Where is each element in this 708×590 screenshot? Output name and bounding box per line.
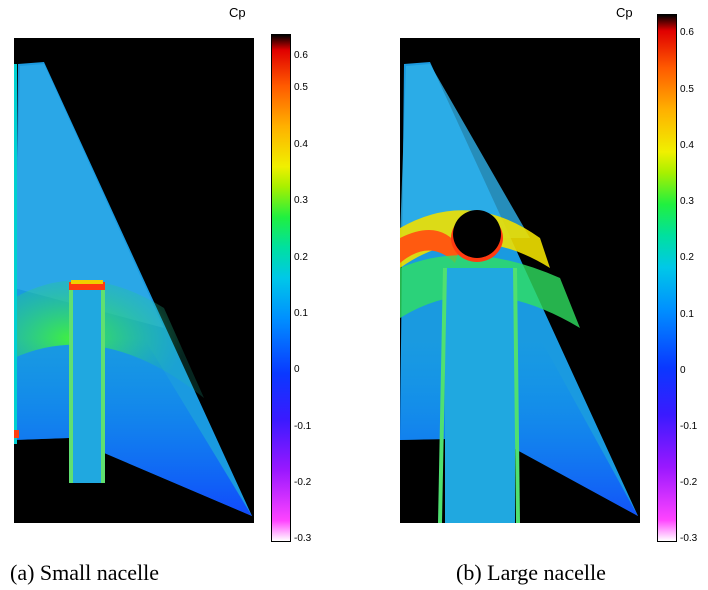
pressure-map-large-nacelle xyxy=(400,38,640,523)
colorbar-tick: 0.1 xyxy=(680,309,694,320)
colorbar-title: Cp xyxy=(229,5,246,20)
colorbar-tick: 0.3 xyxy=(680,196,694,207)
caption-small-nacelle: (a) Small nacelle xyxy=(10,560,160,585)
caption-large-nacelle: (b) Large nacelle xyxy=(456,560,606,585)
colorbar-tick: 0.4 xyxy=(680,140,694,151)
colorbar-tick: 0.4 xyxy=(294,139,308,150)
pressure-map-small-nacelle xyxy=(14,38,254,523)
colorbar xyxy=(657,14,677,542)
colorbar-tick: -0.3 xyxy=(294,533,312,544)
colorbar-tick: 0.2 xyxy=(294,252,308,263)
colorbar-tick: 0.5 xyxy=(294,82,308,93)
colorbar-tick: 0.6 xyxy=(680,27,694,38)
colorbar-tick: 0 xyxy=(294,364,300,375)
colorbar-title: Cp xyxy=(616,5,633,20)
colorbar-tick: 0.1 xyxy=(294,308,308,319)
colorbar-tick: 0.5 xyxy=(680,84,694,95)
colorbar-tick: 0.2 xyxy=(680,252,694,263)
colorbar-tick: -0.1 xyxy=(680,421,698,432)
colorbar-tick: 0 xyxy=(680,365,686,376)
colorbar-tick: -0.3 xyxy=(680,533,698,544)
colorbar-tick: -0.1 xyxy=(294,421,312,432)
colorbar-tick: 0.6 xyxy=(294,50,308,61)
colorbar-tick: -0.2 xyxy=(294,477,312,488)
colorbar-tick: 0.3 xyxy=(294,195,308,206)
colorbar xyxy=(271,34,291,542)
colorbar-tick: -0.2 xyxy=(680,477,698,488)
